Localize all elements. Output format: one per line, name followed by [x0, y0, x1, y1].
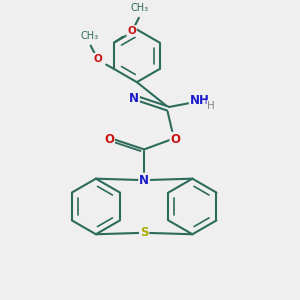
Text: O: O [104, 133, 114, 146]
Text: CH₃: CH₃ [131, 3, 149, 13]
Text: N: N [139, 174, 149, 187]
Text: NH: NH [190, 94, 210, 107]
Text: H: H [207, 100, 215, 110]
Text: O: O [127, 26, 136, 36]
Text: N: N [129, 92, 139, 105]
Text: O: O [170, 133, 181, 146]
Text: O: O [94, 54, 102, 64]
Text: S: S [140, 226, 148, 239]
Text: CH₃: CH₃ [81, 31, 99, 40]
